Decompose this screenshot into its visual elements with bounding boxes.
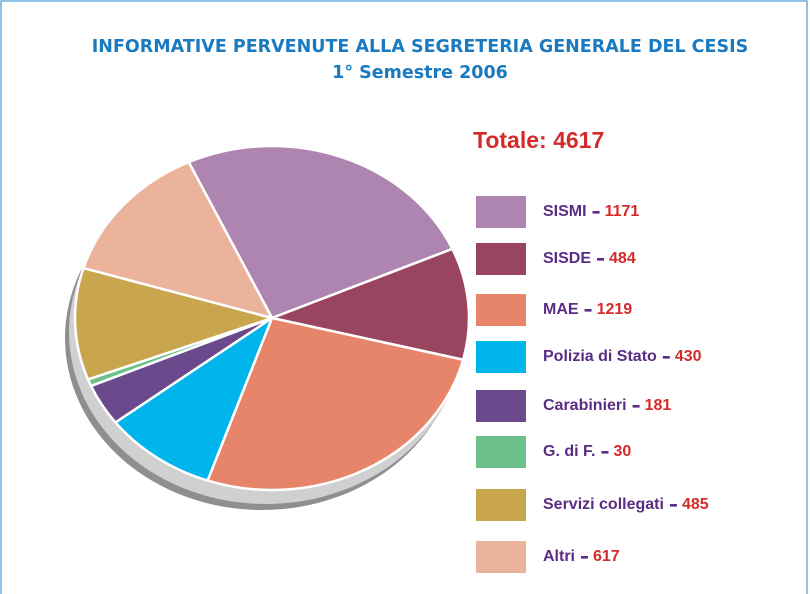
legend-dash xyxy=(632,405,640,408)
pie-slice xyxy=(82,160,274,320)
legend-dash xyxy=(601,451,609,454)
legend-dash xyxy=(584,309,592,312)
legend-swatch xyxy=(476,541,526,573)
legend-swatch xyxy=(476,294,526,326)
legend-label: Polizia di Stato xyxy=(543,348,657,365)
legend-label: SISMI xyxy=(543,203,587,220)
legend-value: 30 xyxy=(613,443,631,460)
pie-slice xyxy=(114,316,274,482)
legend-value: 485 xyxy=(682,496,709,513)
legend-value: 181 xyxy=(645,397,672,414)
legend-swatch xyxy=(476,390,526,422)
pie-slice xyxy=(73,266,274,381)
legend-dash xyxy=(662,356,670,359)
legend-label: Servizi collegati xyxy=(543,496,664,513)
legend-swatch xyxy=(476,196,526,228)
legend-swatch xyxy=(476,436,526,468)
legend-dash xyxy=(669,504,677,507)
legend-label: Carabinieri xyxy=(543,397,627,414)
legend-label: G. di F. xyxy=(543,443,595,460)
legend-value: 484 xyxy=(609,250,636,267)
total-label: Totale: 4617 xyxy=(473,127,604,153)
legend-swatch xyxy=(476,341,526,373)
legend-value: 1219 xyxy=(597,301,633,318)
chart-subtitle: 1° Semestre 2006 xyxy=(332,63,508,83)
pie-slice xyxy=(206,316,465,492)
legend-label: MAE xyxy=(543,301,579,318)
legend-dash xyxy=(592,211,600,214)
legend-swatch xyxy=(476,243,526,275)
legend-label: SISDE xyxy=(543,250,591,267)
legend-value: 1171 xyxy=(605,203,640,220)
pie-slice xyxy=(187,144,454,320)
legend-label: Altri xyxy=(543,548,575,565)
legend-value: 430 xyxy=(675,348,702,365)
legend-value: 617 xyxy=(593,548,620,565)
pie-slice xyxy=(270,247,471,361)
chart-title: INFORMATIVE PERVENUTE ALLA SEGRETERIA GE… xyxy=(92,37,748,57)
legend-dash xyxy=(597,258,605,261)
legend-swatch xyxy=(476,489,526,521)
legend-dash xyxy=(581,556,588,559)
